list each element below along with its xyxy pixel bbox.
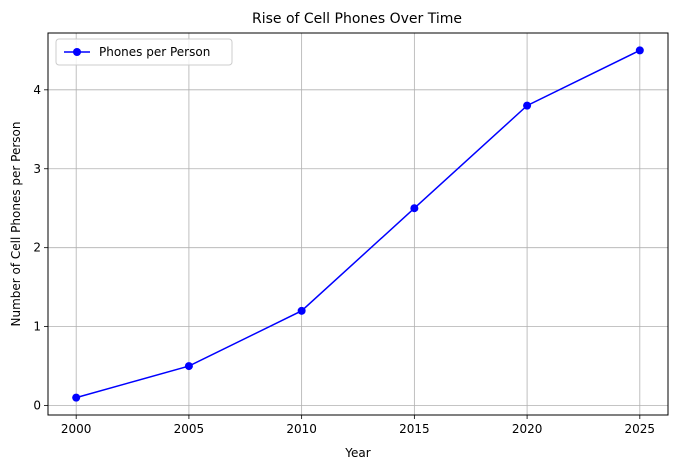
chart-title: Rise of Cell Phones Over Time [252,11,462,27]
grid [48,33,668,415]
legend-box [55,38,233,66]
plot-frame [47,32,669,416]
data-point [184,362,193,371]
series-line [75,49,641,399]
series-layer [72,46,644,402]
y-tick-label: 0 [33,399,41,413]
y-axis-label: Number of Cell Phones per Person [9,122,23,327]
legend-marker [73,48,81,56]
data-point [72,393,81,402]
data-point [297,306,306,315]
x-tick-label: 2000 [61,422,92,436]
x-tick-label: 2005 [174,422,205,436]
y-tick-label: 3 [33,162,41,176]
y-tick-label: 1 [33,320,41,334]
x-tick-label: 2020 [512,422,543,436]
x-tick-label: 2025 [625,422,656,436]
data-point [410,204,419,213]
legend-label: Phones per Person [99,45,210,59]
y-tick-label: 4 [33,83,41,97]
x-axis-label: Year [344,446,370,460]
x-tick-label: 2010 [286,422,317,436]
ticks: 2000 2005 2010 2015 2020 2025 0 1 2 3 4 [33,83,655,436]
data-point [635,46,644,55]
y-tick-label: 2 [33,241,41,255]
legend: Phones per Person [55,38,233,66]
x-tick-label: 2015 [399,422,430,436]
data-point [523,101,532,110]
